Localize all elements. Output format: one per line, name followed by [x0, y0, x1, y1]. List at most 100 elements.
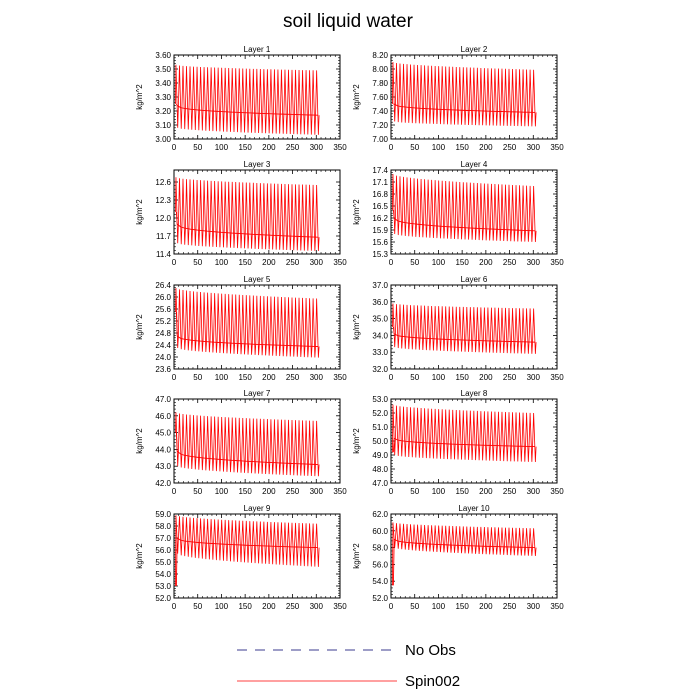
x-tick-label: 350 [550, 373, 564, 382]
panel-2: Layer 2 kg/m^2 0 50 100 150 200 250 300 350 7.00 7.… [352, 45, 564, 152]
panel-8: Layer 8 kg/m^2 0 50 100 150 200 250 300 350 47.0 48… [352, 389, 564, 496]
y-tick-label: 16.5 [372, 202, 388, 211]
series-line-spin002 [392, 522, 537, 586]
y-axis-label: kg/m^2 [352, 84, 361, 110]
y-tick-label: 51.0 [372, 423, 388, 432]
x-tick-label: 350 [333, 143, 347, 152]
y-tick-label: 24.8 [155, 329, 171, 338]
x-tick-label: 300 [527, 258, 541, 267]
x-tick-label: 100 [432, 602, 446, 611]
x-tick-label: 200 [479, 258, 493, 267]
y-tick-label: 12.0 [155, 214, 171, 223]
panel-4: Layer 4 kg/m^2 0 50 100 150 200 250 300 350 15.3 15… [352, 160, 564, 267]
x-tick-label: 100 [432, 373, 446, 382]
x-tick-label: 150 [455, 258, 469, 267]
x-tick-label: 200 [479, 487, 493, 496]
x-tick-label: 100 [215, 487, 229, 496]
panel-9: Layer 9 kg/m^2 0 50 100 150 200 250 300 350 52.0 53… [135, 504, 347, 611]
x-tick-label: 50 [193, 487, 202, 496]
y-tick-label: 15.3 [372, 250, 388, 259]
panel-6: Layer 6 kg/m^2 0 50 100 150 200 250 300 350 32.0 33… [352, 275, 564, 382]
x-tick-label: 350 [550, 143, 564, 152]
x-tick-label: 100 [432, 258, 446, 267]
y-tick-label: 26.0 [155, 293, 171, 302]
y-tick-label: 34.0 [372, 331, 388, 340]
plot-frame [173, 169, 341, 255]
series-line-spin002 [175, 515, 320, 587]
panel-5: Layer 5 kg/m^2 0 50 100 150 200 250 300 350 23.6 24… [135, 275, 347, 382]
panel-title: Layer 1 [244, 45, 271, 54]
x-tick-label: 200 [479, 602, 493, 611]
x-tick-label: 350 [550, 258, 564, 267]
y-tick-label: 56.0 [155, 546, 171, 555]
series-trend-spin002 [175, 537, 318, 587]
x-tick-label: 100 [432, 143, 446, 152]
y-tick-label: 60.0 [372, 527, 388, 536]
x-tick-label: 200 [262, 143, 276, 152]
x-tick-label: 100 [215, 602, 229, 611]
x-tick-label: 250 [286, 602, 300, 611]
x-tick-label: 0 [172, 143, 177, 152]
y-tick-label: 49.0 [372, 451, 388, 460]
x-tick-label: 300 [527, 602, 541, 611]
y-tick-label: 54.0 [372, 577, 388, 586]
y-tick-label: 55.0 [155, 558, 171, 567]
y-tick-label: 56.0 [372, 560, 388, 569]
y-tick-label: 15.9 [372, 226, 388, 235]
x-tick-label: 300 [310, 258, 324, 267]
y-axis-label: kg/m^2 [135, 199, 144, 225]
x-tick-label: 0 [172, 373, 177, 382]
x-tick-label: 50 [410, 258, 419, 267]
series-trend-spin002 [175, 211, 318, 238]
series-trend-spin002 [392, 209, 535, 232]
x-tick-label: 50 [193, 602, 202, 611]
x-tick-label: 50 [410, 487, 419, 496]
y-tick-label: 11.7 [156, 232, 172, 241]
plot-frame [390, 169, 558, 255]
y-tick-label: 8.00 [372, 65, 388, 74]
y-tick-label: 35.0 [372, 315, 388, 324]
panel-title: Layer 10 [458, 504, 490, 513]
x-tick-label: 300 [527, 143, 541, 152]
y-tick-label: 45.0 [155, 429, 171, 438]
series-line-spin002 [392, 404, 537, 463]
x-tick-label: 300 [310, 487, 324, 496]
x-tick-label: 50 [193, 258, 202, 267]
panel-10: Layer 10 kg/m^2 0 50 100 150 200 250 300 350 52.0 5… [352, 504, 564, 611]
x-tick-label: 50 [410, 602, 419, 611]
y-tick-label: 58.0 [155, 522, 171, 531]
x-tick-label: 200 [262, 373, 276, 382]
y-tick-label: 24.0 [155, 353, 171, 362]
x-tick-label: 300 [527, 373, 541, 382]
x-tick-label: 100 [215, 143, 229, 152]
y-tick-label: 3.50 [155, 65, 171, 74]
x-tick-label: 350 [333, 487, 347, 496]
plot-frame [390, 284, 558, 370]
y-tick-label: 52.0 [155, 594, 171, 603]
x-tick-label: 100 [215, 258, 229, 267]
x-tick-label: 100 [215, 373, 229, 382]
x-tick-label: 150 [238, 373, 252, 382]
y-axis-label: kg/m^2 [352, 199, 361, 225]
x-tick-label: 350 [333, 602, 347, 611]
y-tick-label: 23.6 [155, 365, 171, 374]
panel-title: Layer 3 [244, 160, 271, 169]
y-axis-label: kg/m^2 [135, 428, 144, 454]
y-tick-label: 25.2 [155, 317, 171, 326]
x-tick-label: 350 [550, 487, 564, 496]
figure-title: soil liquid water [283, 11, 414, 32]
series-line-spin002 [175, 412, 320, 477]
x-tick-label: 0 [389, 373, 394, 382]
panel-3: Layer 3 kg/m^2 0 50 100 150 200 250 300 350 11.4 11… [135, 160, 347, 267]
panel-title: Layer 2 [461, 45, 488, 54]
y-tick-label: 36.0 [372, 298, 388, 307]
y-axis-label: kg/m^2 [352, 543, 361, 569]
x-tick-label: 250 [503, 487, 517, 496]
y-tick-label: 48.0 [372, 465, 388, 474]
panel-title: Layer 9 [244, 504, 271, 513]
y-tick-label: 7.80 [372, 79, 388, 88]
x-tick-label: 150 [238, 602, 252, 611]
y-axis-label: kg/m^2 [135, 314, 144, 340]
y-tick-label: 7.00 [372, 135, 388, 144]
